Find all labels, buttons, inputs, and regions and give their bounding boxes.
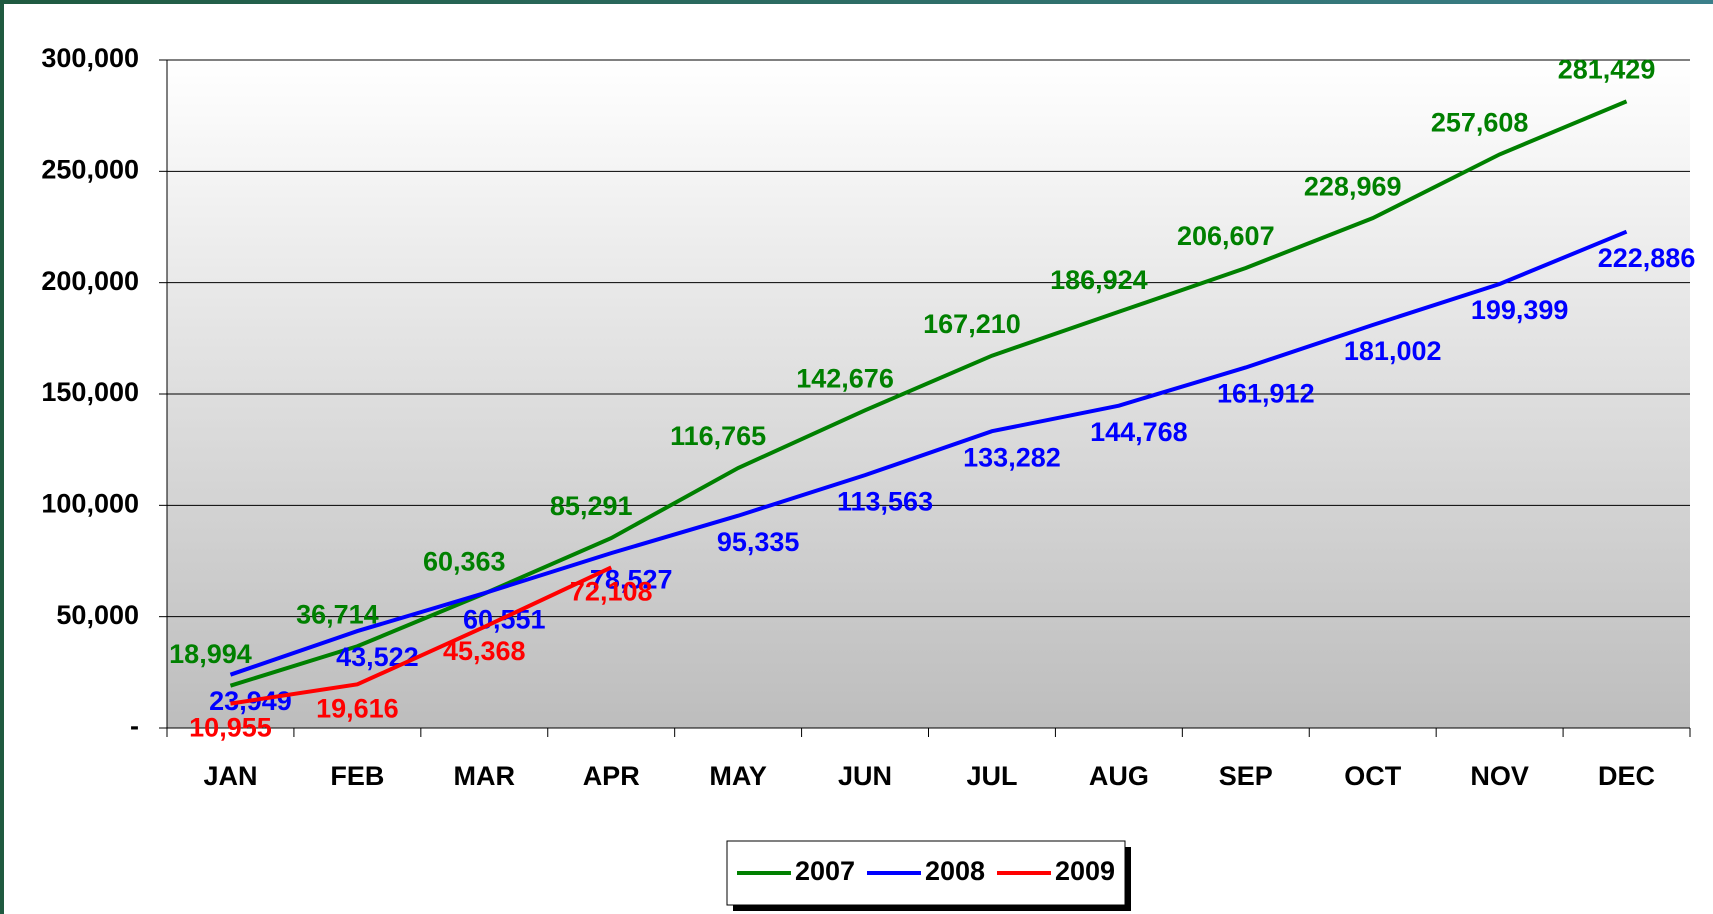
series-line xyxy=(230,565,613,706)
data-label: 199,399 xyxy=(1471,295,1569,325)
x-tick-label: JAN xyxy=(203,761,257,791)
data-label: 36,714 xyxy=(296,599,379,629)
x-tick-label: MAR xyxy=(454,761,516,791)
data-label: 257,608 xyxy=(1431,108,1529,138)
data-label: 222,886 xyxy=(1598,243,1696,273)
x-tick-label: MAY xyxy=(709,761,767,791)
legend-label: 2007 xyxy=(795,856,855,886)
data-label: 281,429 xyxy=(1558,54,1656,84)
legend xyxy=(726,840,1126,906)
x-tick-label: NOV xyxy=(1470,761,1529,791)
data-label: 186,924 xyxy=(1050,265,1148,295)
y-tick-label: 150,000 xyxy=(41,377,139,407)
data-label: 45,368 xyxy=(443,636,526,666)
y-tick-label: 250,000 xyxy=(41,154,139,184)
series-line xyxy=(229,99,1628,688)
x-tick-label: APR xyxy=(583,761,640,791)
data-label: 161,912 xyxy=(1217,379,1315,409)
data-label: 133,282 xyxy=(963,442,1061,472)
data-label: 60,363 xyxy=(423,547,506,577)
x-tick-label: FEB xyxy=(330,761,384,791)
y-tick-label: 300,000 xyxy=(41,43,139,73)
data-label: 19,616 xyxy=(316,693,399,723)
x-tick-label: OCT xyxy=(1344,761,1402,791)
data-label: 95,335 xyxy=(717,527,800,557)
data-label: 113,563 xyxy=(837,486,933,516)
x-tick-label: JUN xyxy=(838,761,892,791)
data-label: 116,765 xyxy=(670,421,766,451)
y-tick-label: 100,000 xyxy=(41,488,139,518)
series-line xyxy=(229,229,1628,677)
data-label: 85,291 xyxy=(550,491,633,521)
data-label: 144,768 xyxy=(1090,417,1188,447)
y-tick-label: 50,000 xyxy=(56,600,139,630)
data-label: 167,210 xyxy=(923,309,1021,339)
data-label: 18,994 xyxy=(169,639,252,669)
x-tick-label: SEP xyxy=(1219,761,1273,791)
x-tick-label: JUL xyxy=(966,761,1017,791)
data-label: 72,108 xyxy=(570,577,653,607)
data-label: 206,607 xyxy=(1177,221,1275,251)
y-tick-label: - xyxy=(130,711,139,741)
data-label: 10,955 xyxy=(189,713,272,743)
legend-label: 2008 xyxy=(925,856,985,886)
x-tick-label: DEC xyxy=(1598,761,1655,791)
data-label: 228,969 xyxy=(1304,171,1402,201)
y-tick-label: 200,000 xyxy=(41,266,139,296)
data-label: 142,676 xyxy=(796,363,894,393)
data-label: 43,522 xyxy=(336,642,419,672)
data-label: 181,002 xyxy=(1344,336,1442,366)
x-tick-label: AUG xyxy=(1089,761,1149,791)
legend-label: 2009 xyxy=(1055,856,1115,886)
